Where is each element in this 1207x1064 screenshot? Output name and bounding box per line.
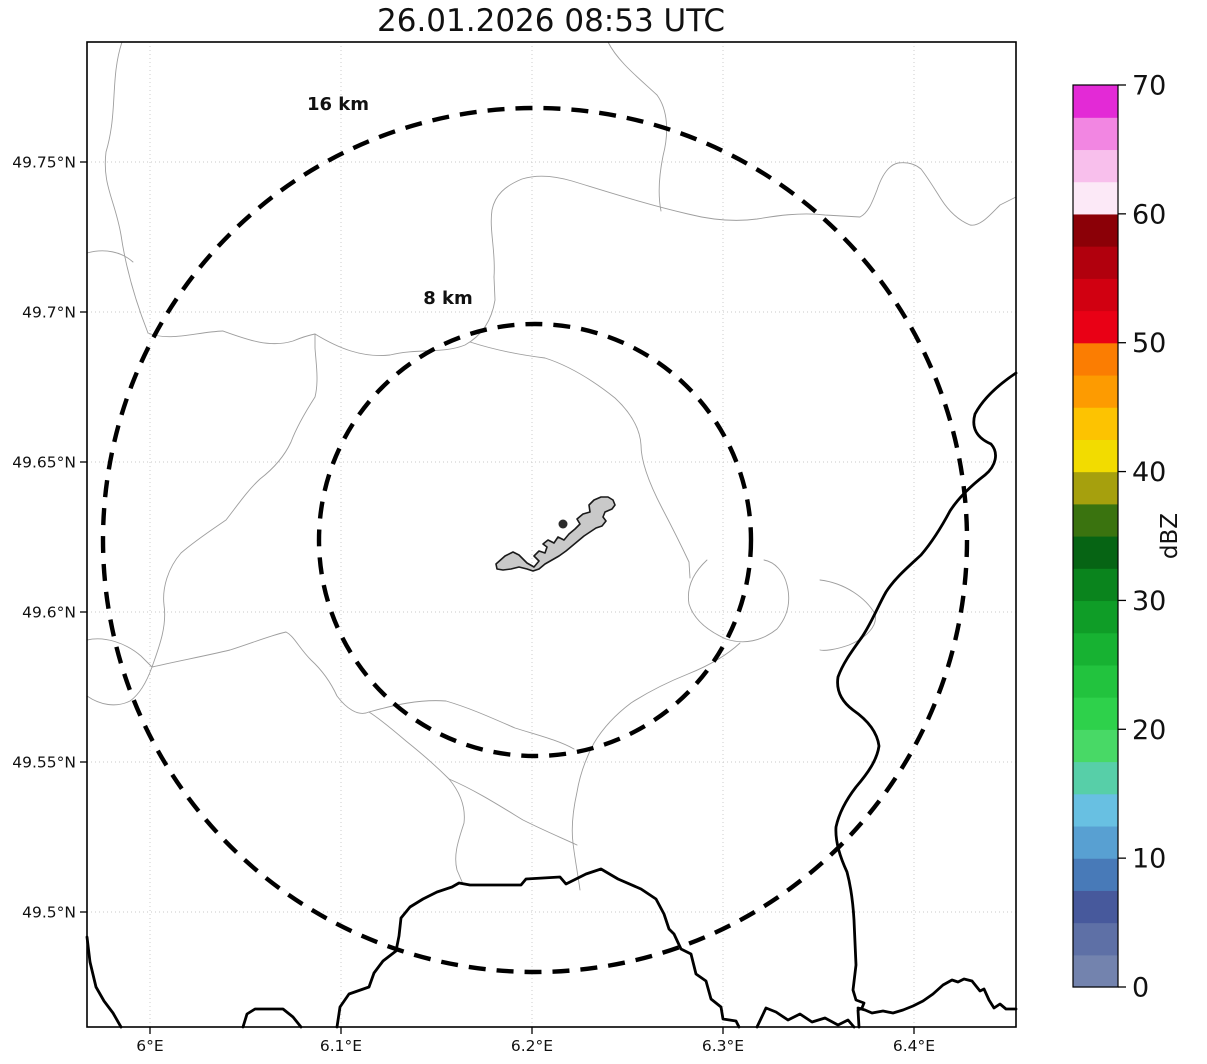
country-border-south	[335, 867, 741, 1029]
admin-boundary	[368, 700, 575, 750]
country-borders	[85, 371, 1018, 1029]
country-border-corner	[856, 977, 1018, 1015]
colorbar-segment	[1073, 858, 1118, 891]
colorbar-segment	[1073, 761, 1118, 795]
admin-boundary	[448, 778, 578, 846]
admin-boundary	[86, 250, 134, 263]
country-border-moselle	[834, 371, 1018, 1029]
admin-boundary	[571, 642, 741, 891]
country-border-south-east	[755, 1006, 856, 1029]
colorbar-segment	[1073, 213, 1118, 247]
x-tick-label: 6.2°E	[511, 1037, 553, 1055]
admin-boundary	[86, 638, 153, 668]
colorbar-tick-label: 50	[1132, 328, 1166, 359]
x-tick-label: 6.4°E	[893, 1037, 935, 1055]
colorbar-tick-label: 0	[1132, 973, 1149, 1004]
colorbar-segment	[1073, 536, 1118, 569]
admin-boundary	[687, 559, 790, 643]
plot-frame	[86, 41, 1017, 1028]
admin-boundary	[86, 666, 153, 706]
colorbar-segment	[1073, 825, 1118, 859]
colorbar-segment	[1073, 374, 1118, 408]
colorbar-segment	[1073, 600, 1118, 634]
colorbar-segment	[1073, 664, 1118, 698]
colorbar-segment	[1073, 407, 1118, 440]
y-axis: 49.75°N 49.7°N 49.65°N 49.6°N 49.55°N 49.5°N	[12, 154, 1016, 922]
y-tick-label: 49.7°N	[22, 304, 76, 322]
admin-boundary	[490, 162, 1017, 278]
country-border-bump-small	[241, 1007, 303, 1029]
admin-boundary	[104, 41, 149, 334]
colorbar-segment	[1073, 793, 1118, 827]
colorbar-segment	[1073, 568, 1118, 602]
colorbar-segment	[1073, 503, 1118, 537]
colorbar-frame	[1072, 84, 1119, 988]
y-tick-label: 49.65°N	[12, 454, 76, 472]
country-border-southwest	[85, 935, 123, 1029]
y-tick-label: 49.55°N	[12, 754, 76, 772]
colorbar-segment	[1073, 954, 1118, 988]
airport-area-polygon	[495, 496, 616, 572]
x-tick-label: 6.3°E	[702, 1037, 744, 1055]
figure-title: 26.01.2026 08:53 UTC	[377, 3, 725, 39]
colorbar-segment	[1073, 149, 1118, 183]
x-tick-label: 6°E	[136, 1037, 163, 1055]
colorbar-segment	[1073, 342, 1118, 376]
colorbar-segment	[1073, 890, 1118, 924]
colorbar-segment	[1073, 632, 1118, 666]
colorbar-segment	[1073, 439, 1118, 473]
radar-site-marker	[558, 519, 568, 529]
admin-boundaries	[86, 41, 1017, 891]
colorbar-tick-label: 20	[1132, 715, 1166, 746]
colorbar-segment	[1073, 246, 1118, 279]
admin-boundary	[819, 579, 876, 651]
y-tick-label: 49.6°N	[22, 604, 76, 622]
colorbar-segment	[1073, 697, 1118, 730]
colorbar-segment	[1073, 922, 1118, 956]
colorbar-ticks: 0 10 20 30 40 50 60 70	[1118, 71, 1166, 1004]
colorbar-segment	[1073, 85, 1118, 118]
y-tick-label: 49.5°N	[22, 904, 76, 922]
colorbar-segment	[1073, 729, 1118, 763]
colorbar	[1073, 85, 1118, 988]
colorbar-unit-label: dBZ	[1157, 513, 1183, 559]
range-ring-16km	[100, 105, 970, 975]
colorbar-tick-label: 70	[1132, 71, 1166, 102]
x-tick-label: 6.1°E	[320, 1037, 362, 1055]
colorbar-segment	[1073, 117, 1118, 151]
y-tick-label: 49.75°N	[12, 154, 76, 172]
colorbar-tick-label: 10	[1132, 844, 1166, 875]
colorbar-segment	[1073, 278, 1118, 312]
admin-boundary	[607, 41, 668, 212]
colorbar-tick-label: 40	[1132, 457, 1166, 488]
colorbar-segment	[1073, 471, 1118, 505]
colorbar-segment	[1073, 310, 1118, 344]
range-ring-8km	[316, 321, 754, 759]
admin-boundary	[469, 341, 691, 579]
colorbar-tick-label: 30	[1132, 586, 1166, 617]
admin-boundary	[151, 333, 318, 668]
range-ring-16km-label: 16 km	[307, 94, 369, 115]
x-axis: 6°E 6.1°E 6.2°E 6.3°E 6.4°E	[136, 42, 935, 1055]
colorbar-segment	[1073, 181, 1118, 215]
colorbar-tick-label: 60	[1132, 199, 1166, 230]
range-ring-8km-label: 8 km	[423, 288, 473, 309]
admin-boundary	[151, 631, 465, 885]
